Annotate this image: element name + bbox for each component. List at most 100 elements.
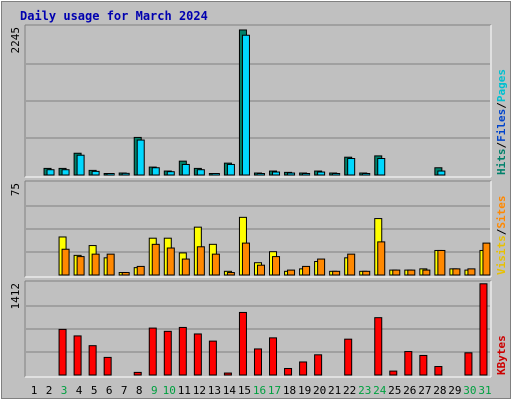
bar-visits-sites-day-29 [452,268,461,276]
bar-kbytes-kbytes-day-22 [344,338,353,376]
legend-kbytes: KBytes [495,335,508,375]
bar-visits-sites-day-4 [76,256,85,276]
bar-kbytes-kbytes-day-9 [148,327,157,376]
bar-hits-files-day-28 [437,170,446,176]
legend-item-files: Files [495,109,508,142]
bar-hits-files-day-12 [196,169,205,176]
bar-hits-files-day-24 [377,158,386,176]
bar-kbytes-kbytes-day-27 [419,354,428,376]
bar-visits-sites-day-3 [61,248,70,276]
bar-visits-sites-day-26 [407,269,416,276]
bar-visits-sites-day-19 [302,265,311,276]
bar-visits-sites-day-28 [437,249,446,276]
bar-visits-sites-day-25 [392,269,401,276]
bar-kbytes-kbytes-day-6 [103,356,112,376]
bar-kbytes-kbytes-day-17 [269,337,278,376]
bar-visits-sites-day-12 [196,246,205,276]
x-tick-day-23: 23 [358,384,371,397]
legend-item-kbytes: KBytes [495,335,508,375]
bar-kbytes-kbytes-day-20 [314,354,323,376]
bar-hits-files-day-5 [91,170,100,176]
bar-hits-files-day-18 [287,172,296,176]
x-tick-day-29: 29 [448,384,461,397]
bar-hits-files-day-20 [317,171,326,176]
x-tick-day-24: 24 [373,384,387,397]
x-tick-day-11: 11 [178,384,191,397]
bar-visits-sites-day-9 [151,243,160,276]
bar-visits-sites-day-7 [121,272,130,276]
bar-hits-files-day-15 [241,34,250,176]
bar-hits-files-day-16 [256,173,265,176]
bar-kbytes-kbytes-day-28 [434,366,443,376]
bar-visits-sites-day-5 [91,253,100,276]
x-tick-day-7: 7 [121,384,128,397]
legend-separator: / [495,102,508,109]
panel-visits: 75 Visits/Sites [9,180,508,278]
legend-item-pages: Pages [495,69,508,102]
bar-visits-sites-day-10 [166,247,175,276]
legend-item-sites: Sites [495,196,508,229]
bar-kbytes-kbytes-day-25 [389,370,398,376]
bar-visits-sites-day-17 [272,256,281,276]
bar-kbytes-kbytes-day-14 [223,372,232,376]
bar-kbytes-kbytes-day-8 [133,371,142,376]
panel-kbytes: 1412 KBytes [9,280,508,378]
bar-hits-files-day-8 [136,139,145,176]
bar-hits-files-day-21 [332,173,341,176]
x-tick-day-31: 31 [478,384,491,397]
bar-hits-files-day-2 [46,169,55,176]
bar-visits-sites-day-15 [241,242,250,276]
bar-visits-sites-day-24 [377,241,386,276]
x-tick-day-26: 26 [403,384,416,397]
bar-hits-files-day-11 [181,163,190,176]
y-max-label-visits: 75 [9,183,22,196]
x-tick-day-25: 25 [388,384,401,397]
bar-hits-files-day-3 [61,169,70,176]
legend-item-visits: Visits [495,235,508,275]
y-max-label-hits: 2245 [9,27,22,54]
x-tick-day-14: 14 [223,384,237,397]
frame-shadow [1,1,511,399]
bar-kbytes-kbytes-day-3 [58,328,67,376]
bar-visits-sites-day-13 [211,253,220,276]
legend-item-hits: Hits [495,149,508,176]
x-tick-day-9: 9 [151,384,158,397]
bar-kbytes-kbytes-day-18 [284,367,293,376]
bar-kbytes-kbytes-day-19 [299,361,308,376]
bar-kbytes-kbytes-day-15 [238,311,247,376]
x-tick-day-19: 19 [298,384,311,397]
bar-hits-files-day-10 [166,171,175,176]
bar-hits-files-day-4 [76,154,85,176]
x-axis-tick-labels: 1 2 3 4 5 6 7 8 9 10 11 12 13 14 15 16 17 18 19 20 21 22 23 24 2… [31,384,492,397]
bar-visits-sites-day-20 [317,258,326,276]
x-tick-day-2: 2 [46,384,53,397]
legend-separator: / [495,228,508,235]
bar-hits-files-day-22 [347,158,356,176]
x-tick-day-20: 20 [313,384,326,397]
legend-visits: Visits/Sites [495,196,508,276]
bar-hits-files-day-17 [272,171,281,176]
bar-kbytes-kbytes-day-30 [464,352,473,376]
x-tick-day-27: 27 [418,384,431,397]
bar-kbytes-kbytes-day-26 [404,351,413,376]
bar-visits-sites-day-14 [226,272,235,276]
y-max-label-kbytes: 1412 [9,283,22,310]
bar-kbytes-kbytes-day-24 [374,317,383,376]
x-tick-day-1: 1 [31,384,38,397]
bar-kbytes-kbytes-day-10 [163,330,172,376]
x-tick-day-4: 4 [76,384,83,397]
bar-kbytes-kbytes-day-11 [178,326,187,376]
bar-kbytes-kbytes-day-31 [479,283,488,376]
bar-visits-sites-day-21 [332,270,341,276]
bar-hits-files-day-9 [151,167,160,176]
x-tick-day-5: 5 [91,384,98,397]
bar-hits-files-day-14 [226,163,235,176]
bar-kbytes-kbytes-day-12 [193,333,202,376]
x-tick-day-30: 30 [463,384,476,397]
bar-hits-files-day-13 [211,173,220,176]
x-tick-day-16: 16 [253,384,266,397]
bar-visits-sites-day-31 [482,242,491,276]
